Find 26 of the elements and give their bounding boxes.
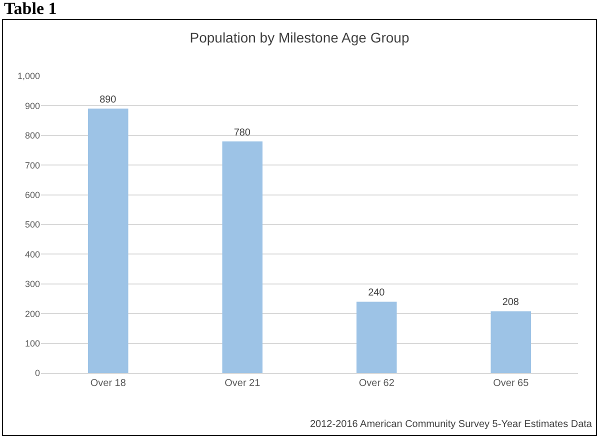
data-label: 240 (368, 288, 386, 299)
bar (88, 108, 128, 373)
y-tick-label: 0 (34, 368, 40, 378)
x-tick-label: Over 21 (224, 378, 261, 389)
data-label: 890 (100, 94, 117, 106)
chart-title: Population by Milestone Age Group (190, 29, 410, 46)
data-label: 780 (234, 127, 251, 138)
bar (490, 311, 532, 373)
x-tick-label: Over 65 (493, 378, 530, 389)
y-tick-label: 400 (24, 249, 40, 260)
y-tick-label: 100 (24, 338, 40, 348)
bar (222, 141, 263, 373)
y-tick-label: 800 (24, 130, 40, 141)
y-tick-label: 900 (24, 100, 40, 111)
y-tick-label: 200 (24, 308, 40, 319)
y-tick-label: 500 (24, 220, 40, 230)
text: 2012-2016 American Community Survey 5-Year Estimates Data (310, 419, 592, 430)
x-tick-label: Over 62 (358, 378, 395, 389)
caption: Table 1 (4, 0, 57, 18)
bar (356, 302, 397, 373)
y-tick-label: 300 (24, 279, 40, 290)
y-tick-label: 1,000 (17, 71, 40, 82)
x-tick-label: Over 18 (90, 378, 126, 389)
data-label: 208 (502, 297, 520, 308)
y-tick-label: 700 (24, 160, 40, 170)
y-tick-label: 600 (24, 190, 40, 200)
